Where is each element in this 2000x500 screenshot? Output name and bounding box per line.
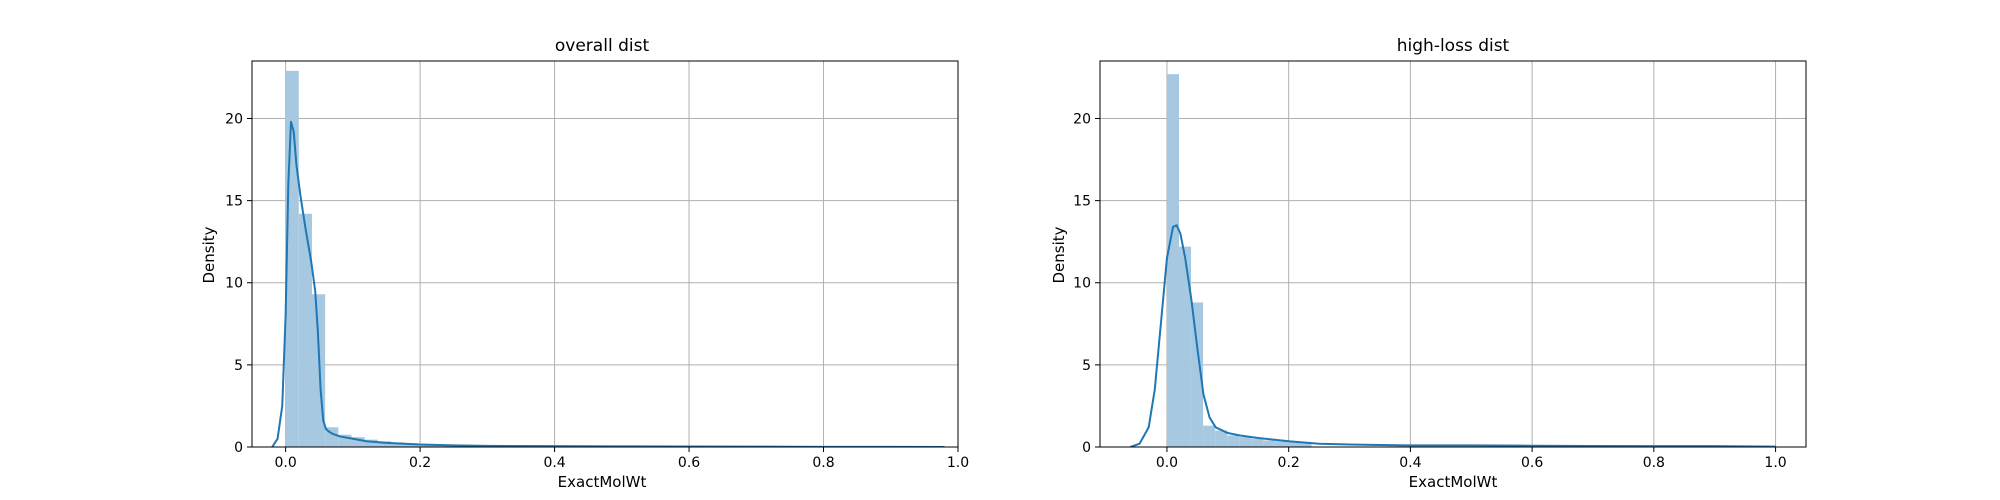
y-tick-label: 15	[1073, 194, 1091, 210]
x-axis-label: ExactMolWt	[1409, 473, 1498, 491]
y-tick-label: 10	[225, 276, 243, 292]
x-axis-label: ExactMolWt	[558, 473, 647, 491]
x-tick-label: 1.0	[1764, 455, 1786, 471]
histogram-bar	[1287, 442, 1300, 447]
y-tick-label: 0	[234, 440, 243, 456]
chart-high-loss-dist: high-loss dist ExactMolWt Density 0.0 0.2…	[1050, 36, 1807, 491]
chart-title: overall dist	[555, 36, 650, 56]
histogram-bar	[404, 443, 418, 447]
y-axis-label: Density	[200, 226, 218, 283]
histogram-bar	[298, 213, 312, 447]
y-tick-label: 20	[225, 111, 243, 127]
histogram-bar	[1299, 442, 1312, 447]
x-tick-label: 0.8	[1643, 455, 1665, 471]
ticks: 0.0 0.2 0.4 0.6 0.8 1.0 0 5 10 15 20	[1073, 111, 1787, 471]
histogram-bar	[391, 442, 405, 447]
chart-title: high-loss dist	[1397, 36, 1510, 56]
x-tick-label: 0.6	[1521, 455, 1543, 471]
plot-frame	[1099, 60, 1807, 448]
grid	[252, 61, 959, 448]
x-tick-label: 0.0	[274, 455, 296, 471]
x-tick-label: 0.2	[1278, 455, 1300, 471]
x-tick-label: 1.0	[947, 455, 969, 471]
x-tick-label: 0.6	[678, 455, 700, 471]
histogram-bar	[1166, 74, 1179, 447]
y-tick-label: 0	[1082, 440, 1091, 456]
y-tick-label: 10	[1073, 276, 1091, 292]
histogram-bar	[364, 439, 378, 447]
histogram-bar	[1251, 438, 1264, 447]
histogram-bar	[1239, 437, 1252, 447]
y-tick-label: 15	[225, 194, 243, 210]
y-tick-label: 5	[234, 358, 243, 374]
histogram-bar	[1203, 425, 1216, 447]
x-tick-label: 0.2	[409, 455, 431, 471]
histogram-bar	[1263, 440, 1276, 447]
kde-line	[1130, 224, 1776, 447]
x-tick-label: 0.0	[1156, 455, 1178, 471]
x-tick-label: 0.8	[812, 455, 834, 471]
y-axis-label: Density	[1050, 226, 1068, 283]
chart-overall-dist: overall dist ExactMolWt Density 0.0 0.2 0.…	[200, 36, 969, 491]
histogram-bar	[1275, 441, 1288, 447]
ticks: 0.0 0.2 0.4 0.6 0.8 1.0 0 5 10 15 20	[225, 111, 969, 471]
histogram-bar	[1191, 302, 1204, 447]
x-tick-label: 0.4	[1399, 455, 1421, 471]
histogram-bar	[1215, 430, 1228, 447]
y-tick-label: 20	[1073, 111, 1091, 127]
y-tick-label: 5	[1082, 358, 1091, 374]
histogram-bar	[311, 294, 326, 447]
kde-line	[271, 120, 945, 447]
grid	[1100, 61, 1806, 448]
histogram	[1166, 74, 1312, 447]
x-tick-label: 0.4	[543, 455, 565, 471]
histogram-bar	[377, 441, 392, 447]
histogram-bar	[1227, 435, 1240, 447]
histogram-bar	[351, 437, 365, 447]
histogram	[285, 70, 550, 447]
histogram-bar	[1178, 246, 1192, 447]
plot-frame	[251, 60, 959, 448]
